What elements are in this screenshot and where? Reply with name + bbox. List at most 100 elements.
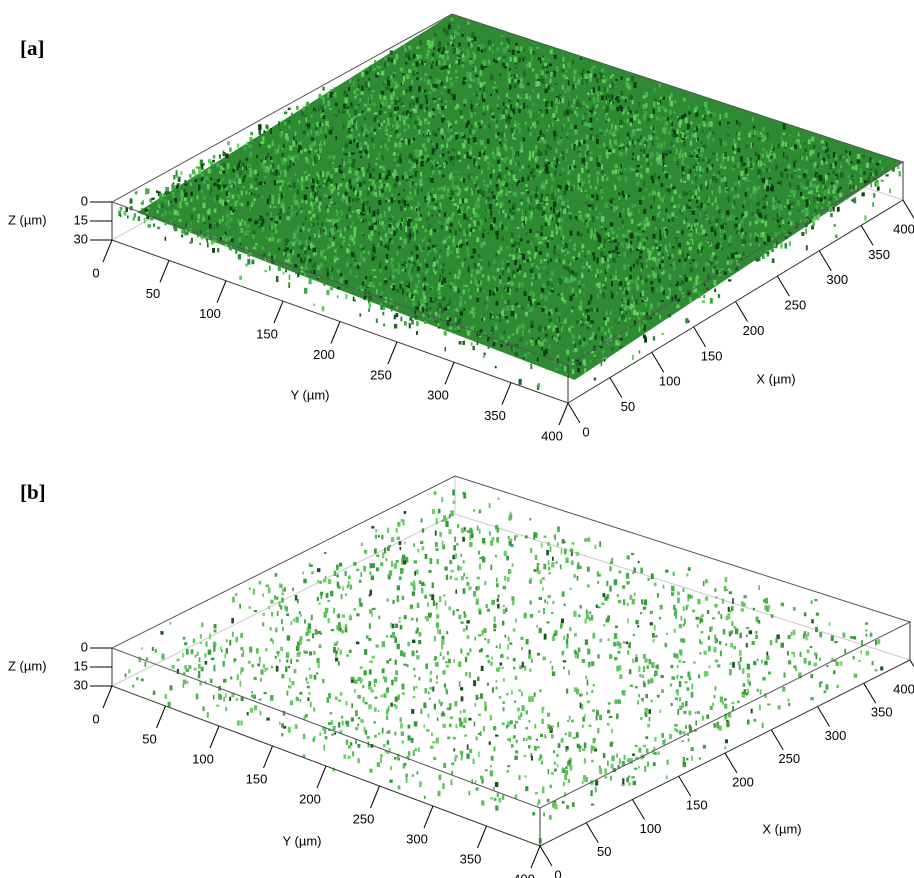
speckle bbox=[508, 200, 511, 204]
speckle bbox=[382, 224, 386, 230]
speckle bbox=[433, 205, 437, 211]
speckle bbox=[514, 79, 518, 83]
speckle bbox=[727, 156, 730, 161]
speckle bbox=[209, 191, 212, 196]
speckle bbox=[421, 244, 425, 249]
speckle bbox=[401, 197, 404, 204]
speckle bbox=[373, 102, 376, 107]
speckle bbox=[656, 287, 659, 292]
speckle bbox=[732, 146, 735, 150]
speckle bbox=[452, 175, 455, 181]
speckle bbox=[793, 161, 796, 168]
speckle bbox=[633, 320, 636, 326]
speckle bbox=[694, 173, 697, 178]
speckle bbox=[528, 296, 531, 302]
speckle bbox=[656, 103, 659, 108]
speckle bbox=[659, 213, 662, 219]
speckle bbox=[621, 219, 624, 225]
speckle bbox=[511, 244, 515, 248]
speckle bbox=[374, 162, 378, 166]
speckle bbox=[287, 119, 291, 124]
speckle bbox=[578, 322, 581, 326]
speckle bbox=[515, 43, 518, 47]
speckle bbox=[619, 182, 622, 186]
speckle bbox=[518, 168, 521, 172]
speckle bbox=[846, 159, 850, 163]
speckle bbox=[327, 208, 330, 213]
speckle bbox=[364, 193, 367, 198]
speckle bbox=[277, 164, 280, 170]
speckle bbox=[657, 192, 661, 197]
speckle bbox=[509, 183, 512, 189]
speckle bbox=[606, 153, 609, 159]
speckle bbox=[879, 160, 881, 164]
speckle bbox=[129, 199, 133, 204]
speckle bbox=[200, 167, 204, 171]
speckle bbox=[509, 221, 512, 225]
speckle bbox=[701, 229, 706, 235]
speckle bbox=[523, 275, 527, 278]
speckle bbox=[431, 188, 434, 191]
speckle bbox=[487, 166, 490, 171]
speckle bbox=[409, 183, 412, 189]
speckle bbox=[791, 202, 795, 205]
speckle bbox=[666, 149, 669, 155]
speckle bbox=[817, 184, 820, 189]
speckle bbox=[742, 177, 746, 180]
speckle bbox=[515, 152, 518, 157]
speckle bbox=[473, 155, 476, 159]
speckle bbox=[454, 256, 458, 262]
speckle bbox=[446, 245, 450, 251]
speckle bbox=[333, 95, 337, 99]
speckle bbox=[497, 189, 502, 196]
speckle bbox=[320, 113, 324, 118]
speckle bbox=[334, 255, 337, 259]
speckle bbox=[602, 248, 605, 251]
speckle bbox=[855, 165, 858, 171]
speckle bbox=[190, 214, 194, 220]
speckle bbox=[585, 103, 587, 107]
speckle bbox=[555, 105, 558, 112]
speckle bbox=[716, 270, 719, 275]
speckle bbox=[125, 207, 128, 212]
speckle bbox=[425, 246, 429, 252]
speckle bbox=[473, 222, 477, 227]
speckle bbox=[260, 159, 264, 163]
speckle bbox=[720, 267, 724, 271]
speckle bbox=[802, 137, 806, 144]
speckle bbox=[297, 253, 301, 258]
speckle bbox=[415, 283, 419, 289]
speckle bbox=[229, 217, 233, 222]
speckle bbox=[662, 167, 665, 173]
speckle bbox=[379, 296, 383, 299]
speckle bbox=[578, 210, 582, 214]
speckle bbox=[557, 89, 560, 94]
speckle bbox=[530, 106, 535, 111]
speckle bbox=[289, 145, 293, 151]
speckle bbox=[581, 167, 584, 174]
speckle bbox=[303, 257, 307, 262]
speckle bbox=[712, 175, 716, 180]
speckle bbox=[624, 96, 627, 101]
speckle bbox=[597, 234, 601, 239]
speckle bbox=[276, 137, 280, 144]
speckle bbox=[207, 159, 212, 164]
speckle bbox=[487, 209, 490, 213]
speckle bbox=[581, 249, 585, 253]
speckle bbox=[268, 167, 271, 174]
speckle bbox=[632, 246, 636, 249]
speckle bbox=[177, 176, 181, 182]
speckle bbox=[570, 163, 573, 170]
speckle bbox=[592, 65, 596, 69]
speckle bbox=[480, 266, 483, 271]
speckle bbox=[448, 122, 452, 128]
speckle bbox=[516, 104, 519, 108]
speckle bbox=[534, 274, 538, 280]
speckle bbox=[754, 220, 758, 224]
speckle bbox=[372, 246, 375, 253]
speckle bbox=[419, 104, 421, 108]
speckle bbox=[259, 141, 263, 144]
speckle bbox=[488, 124, 491, 129]
speckle bbox=[198, 184, 201, 191]
speckle bbox=[501, 204, 503, 210]
